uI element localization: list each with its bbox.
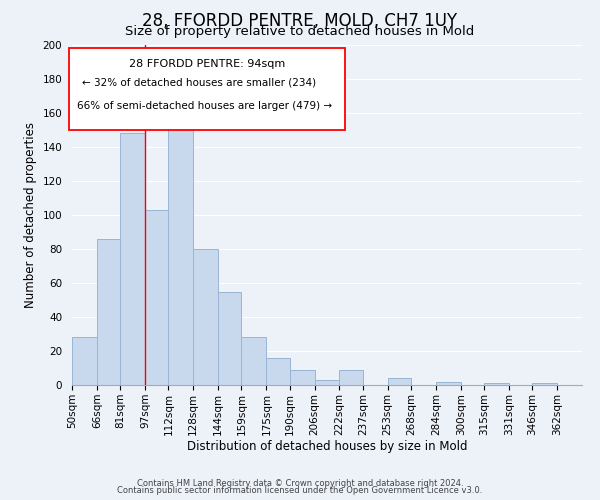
- Bar: [532, 384, 557, 385]
- Bar: [72, 338, 97, 385]
- Bar: [290, 370, 314, 385]
- Text: 28, FFORDD PENTRE, MOLD, CH7 1UY: 28, FFORDD PENTRE, MOLD, CH7 1UY: [142, 12, 458, 30]
- Text: 66% of semi-detached houses are larger (479) →: 66% of semi-detached houses are larger (…: [77, 101, 332, 111]
- Text: ← 32% of detached houses are smaller (234): ← 32% of detached houses are smaller (23…: [82, 78, 316, 88]
- Bar: [145, 210, 169, 385]
- X-axis label: Distribution of detached houses by size in Mold: Distribution of detached houses by size …: [187, 440, 467, 454]
- Bar: [193, 249, 218, 385]
- Bar: [266, 358, 290, 385]
- Bar: [218, 292, 241, 385]
- Bar: [169, 125, 193, 385]
- Text: Size of property relative to detached houses in Mold: Size of property relative to detached ho…: [125, 25, 475, 38]
- Bar: [484, 384, 509, 385]
- Text: Contains public sector information licensed under the Open Government Licence v3: Contains public sector information licen…: [118, 486, 482, 495]
- Bar: [388, 378, 411, 385]
- FancyBboxPatch shape: [70, 48, 345, 130]
- Bar: [340, 370, 363, 385]
- Text: 28 FFORDD PENTRE: 94sqm: 28 FFORDD PENTRE: 94sqm: [129, 58, 285, 68]
- Bar: [241, 338, 266, 385]
- Bar: [436, 382, 461, 385]
- Bar: [97, 239, 120, 385]
- Bar: [120, 134, 145, 385]
- Bar: [314, 380, 340, 385]
- Y-axis label: Number of detached properties: Number of detached properties: [24, 122, 37, 308]
- Text: Contains HM Land Registry data © Crown copyright and database right 2024.: Contains HM Land Registry data © Crown c…: [137, 478, 463, 488]
